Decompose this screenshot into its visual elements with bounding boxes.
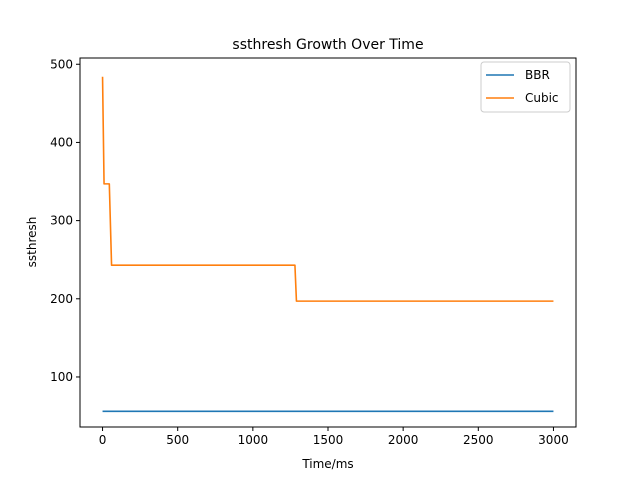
legend: BBR Cubic <box>480 61 571 113</box>
legend-entries: BBR Cubic <box>486 68 559 105</box>
x-tick-label: 0 <box>99 433 107 447</box>
x-tick-label: 3000 <box>538 433 569 447</box>
x-axis-ticks: 0 500 1000 1500 2000 2500 3000 <box>99 427 569 447</box>
y-tick-label: 100 <box>50 370 73 384</box>
y-tick-label: 300 <box>50 214 73 228</box>
chart-title: ssthresh Growth Over Time <box>232 37 423 53</box>
y-axis-label: ssthresh <box>25 217 39 268</box>
y-tick-label: 500 <box>50 57 73 71</box>
x-tick-label: 1500 <box>313 433 344 447</box>
series-line-cubic <box>101 76 554 302</box>
legend-label-cubic: Cubic <box>525 91 559 105</box>
y-axis-ticks: 100 200 300 400 500 <box>50 57 80 384</box>
y-tick-label: 200 <box>50 292 73 306</box>
legend-label-bbr: BBR <box>525 68 550 82</box>
x-tick-label: 2500 <box>463 433 494 447</box>
x-axis-label: Time/ms <box>301 457 353 471</box>
x-tick-label: 1000 <box>238 433 269 447</box>
y-tick-label: 400 <box>50 135 73 149</box>
x-tick-label: 500 <box>166 433 189 447</box>
x-tick-label: 2000 <box>388 433 419 447</box>
series-lines <box>101 76 554 413</box>
